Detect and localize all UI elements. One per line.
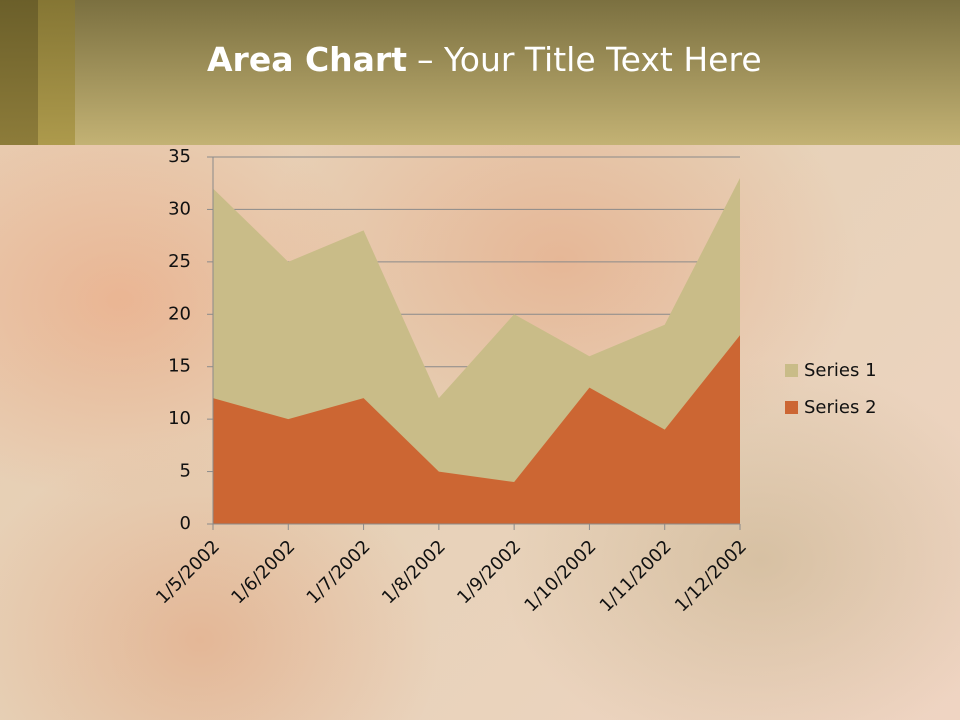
x-tick-label: 1/8/2002 bbox=[378, 536, 450, 608]
stripe bbox=[0, 0, 38, 145]
x-tick-label: 1/10/2002 bbox=[520, 536, 600, 616]
x-tick-label: 1/9/2002 bbox=[453, 536, 525, 608]
legend-label: Series 2 bbox=[804, 397, 877, 418]
x-tick-label: 1/11/2002 bbox=[596, 536, 676, 616]
y-tick-label: 10 bbox=[168, 408, 191, 429]
y-tick-label: 35 bbox=[168, 146, 191, 167]
x-tick-label: 1/5/2002 bbox=[152, 536, 224, 608]
y-tick-label: 5 bbox=[180, 461, 191, 482]
x-tick-label: 1/7/2002 bbox=[303, 536, 375, 608]
legend-swatch bbox=[785, 401, 798, 414]
legend-label: Series 1 bbox=[804, 360, 877, 381]
y-tick-label: 30 bbox=[168, 198, 191, 219]
header-band bbox=[0, 0, 960, 145]
title-bold: Area Chart bbox=[207, 40, 407, 79]
x-tick-label: 1/6/2002 bbox=[227, 536, 299, 608]
y-tick-label: 25 bbox=[168, 251, 191, 272]
y-tick-label: 20 bbox=[168, 303, 191, 324]
x-tick-label: 1/12/2002 bbox=[671, 536, 751, 616]
y-tick-label: 0 bbox=[180, 513, 191, 534]
slide-title: Area Chart – Your Title Text Here bbox=[207, 40, 762, 79]
area bbox=[213, 335, 740, 524]
stripe bbox=[38, 0, 75, 145]
y-tick-label: 15 bbox=[168, 356, 191, 377]
title-rest: – Your Title Text Here bbox=[416, 40, 762, 79]
legend-swatch bbox=[785, 364, 798, 377]
